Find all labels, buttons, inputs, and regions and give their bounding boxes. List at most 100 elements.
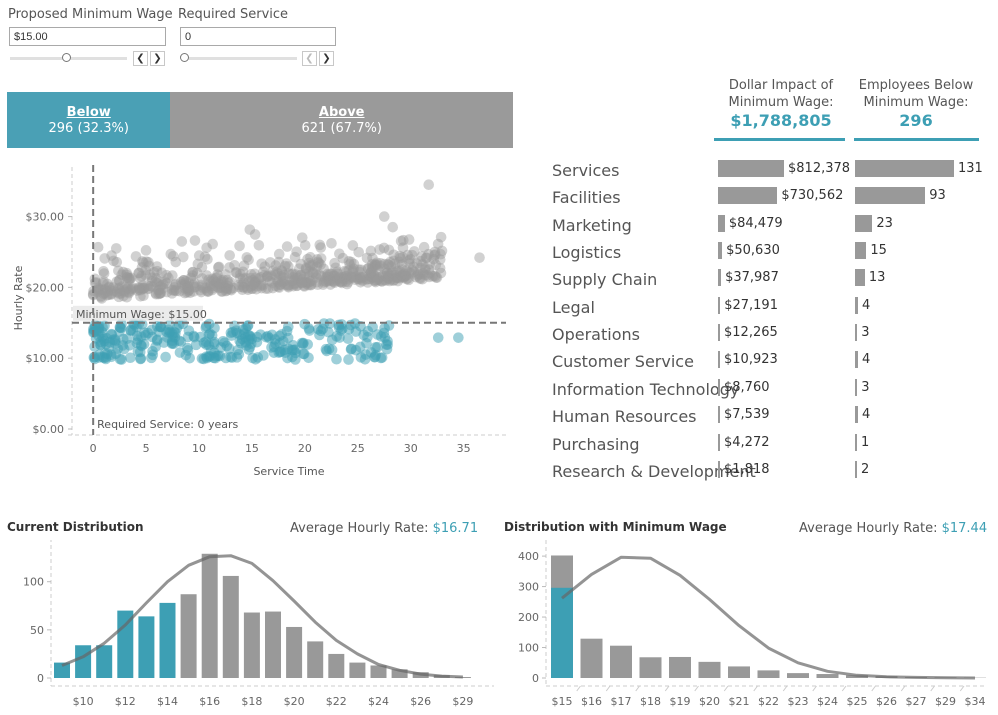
above-wage-point[interactable] <box>286 268 297 280</box>
above-wage-point[interactable] <box>204 280 216 292</box>
above-wage-point[interactable] <box>197 281 208 293</box>
above-wage-point[interactable] <box>133 282 145 294</box>
below-wage-point[interactable] <box>208 352 220 364</box>
above-wage-point[interactable] <box>133 267 145 279</box>
above-wage-point[interactable] <box>367 261 378 273</box>
above-wage-point[interactable] <box>348 258 360 270</box>
above-wage-point[interactable] <box>474 252 485 263</box>
above-wage-point[interactable] <box>167 250 179 262</box>
above-wage-point[interactable] <box>302 277 314 289</box>
above-wage-point[interactable] <box>302 253 313 265</box>
above-wage-point[interactable] <box>181 287 193 298</box>
above-wage-point[interactable] <box>396 264 408 276</box>
above-wage-point[interactable] <box>303 279 314 291</box>
above-wage-point[interactable] <box>402 249 413 261</box>
above-wage-point[interactable] <box>291 280 303 292</box>
histogram-bar[interactable] <box>787 673 809 678</box>
above-wage-point[interactable] <box>137 280 148 291</box>
above-wage-point[interactable] <box>133 282 145 293</box>
above-wage-point[interactable] <box>353 264 365 275</box>
above-wage-point[interactable] <box>92 241 104 253</box>
above-wage-point[interactable] <box>310 268 322 280</box>
above-wage-point[interactable] <box>199 251 211 262</box>
employee-count-bar[interactable] <box>855 406 859 424</box>
above-wage-point[interactable] <box>276 265 287 276</box>
above-wage-point[interactable] <box>183 277 195 288</box>
above-wage-point[interactable] <box>150 288 162 300</box>
above-wage-point[interactable] <box>408 266 420 278</box>
above-wage-point[interactable] <box>391 266 402 277</box>
above-wage-point[interactable] <box>397 234 409 246</box>
above-wage-point[interactable] <box>273 248 285 260</box>
above-wage-point[interactable] <box>299 271 310 283</box>
above-wage-point[interactable] <box>267 277 278 289</box>
above-wage-point[interactable] <box>245 269 257 280</box>
above-wage-point[interactable] <box>191 267 203 279</box>
above-wage-point[interactable] <box>169 282 180 293</box>
above-wage-point[interactable] <box>348 263 360 275</box>
below-wage-point[interactable] <box>367 321 378 333</box>
above-wage-point[interactable] <box>201 242 212 254</box>
above-wage-point[interactable] <box>368 268 380 280</box>
above-wage-point[interactable] <box>118 286 130 298</box>
above-wage-point[interactable] <box>196 261 208 273</box>
employee-count-bar[interactable] <box>855 378 858 396</box>
above-wage-point[interactable] <box>328 270 340 282</box>
above-wage-point[interactable] <box>161 286 173 298</box>
above-wage-point[interactable] <box>220 269 231 280</box>
below-wage-point[interactable] <box>358 329 369 341</box>
above-wage-point[interactable] <box>370 259 381 270</box>
above-wage-point[interactable] <box>380 275 392 286</box>
above-wage-point[interactable] <box>303 271 315 282</box>
above-wage-point[interactable] <box>326 268 338 280</box>
above-wage-point[interactable] <box>329 257 340 269</box>
above-wage-point[interactable] <box>338 273 349 285</box>
below-wage-point[interactable] <box>331 353 342 365</box>
below-wage-point[interactable] <box>135 353 147 364</box>
above-wage-point[interactable] <box>110 243 122 254</box>
below-wage-point[interactable] <box>343 354 354 365</box>
above-wage-point[interactable] <box>301 278 312 289</box>
above-wage-point[interactable] <box>313 257 325 269</box>
above-wage-point[interactable] <box>353 246 364 258</box>
above-wage-point[interactable] <box>138 257 149 268</box>
department-row[interactable]: Purchasing $4,272 1 <box>0 433 998 454</box>
employee-count-bar[interactable] <box>855 269 865 287</box>
above-wage-point[interactable] <box>279 275 291 287</box>
above-wage-point[interactable] <box>378 211 390 222</box>
dollar-impact-bar[interactable] <box>718 269 722 287</box>
above-wage-point[interactable] <box>352 273 363 284</box>
above-wage-point[interactable] <box>247 274 258 286</box>
above-wage-point[interactable] <box>194 284 206 296</box>
employee-count-bar[interactable] <box>855 460 857 478</box>
service-input[interactable] <box>180 27 336 46</box>
below-segment[interactable]: Below 296 (32.3%) <box>7 92 171 148</box>
min-wage-decrement-button[interactable]: ❮ <box>133 51 148 66</box>
above-wage-point[interactable] <box>92 285 104 296</box>
above-wage-point[interactable] <box>303 257 315 269</box>
above-wage-point[interactable] <box>183 284 195 296</box>
above-wage-point[interactable] <box>249 268 260 280</box>
above-wage-point[interactable] <box>401 265 412 276</box>
above-wage-point[interactable] <box>221 282 232 294</box>
above-wage-point[interactable] <box>400 270 411 282</box>
above-wage-point[interactable] <box>201 270 213 281</box>
above-wage-point[interactable] <box>339 271 351 282</box>
above-wage-point[interactable] <box>203 285 214 297</box>
above-wage-point[interactable] <box>121 269 132 281</box>
above-wage-point[interactable] <box>264 276 276 287</box>
above-wage-point[interactable] <box>234 272 246 284</box>
above-wage-point[interactable] <box>197 282 209 294</box>
above-wage-point[interactable] <box>306 275 318 286</box>
above-wage-point[interactable] <box>296 277 308 289</box>
above-wage-point[interactable] <box>414 272 426 284</box>
above-wage-point[interactable] <box>388 255 399 267</box>
histogram-bar[interactable] <box>391 669 408 678</box>
above-wage-point[interactable] <box>274 282 285 293</box>
above-wage-point[interactable] <box>288 279 300 290</box>
above-wage-point[interactable] <box>233 281 245 293</box>
above-wage-point[interactable] <box>334 248 345 260</box>
above-wage-point[interactable] <box>95 290 107 302</box>
above-wage-point[interactable] <box>213 261 225 273</box>
below-wage-point[interactable] <box>188 330 200 342</box>
